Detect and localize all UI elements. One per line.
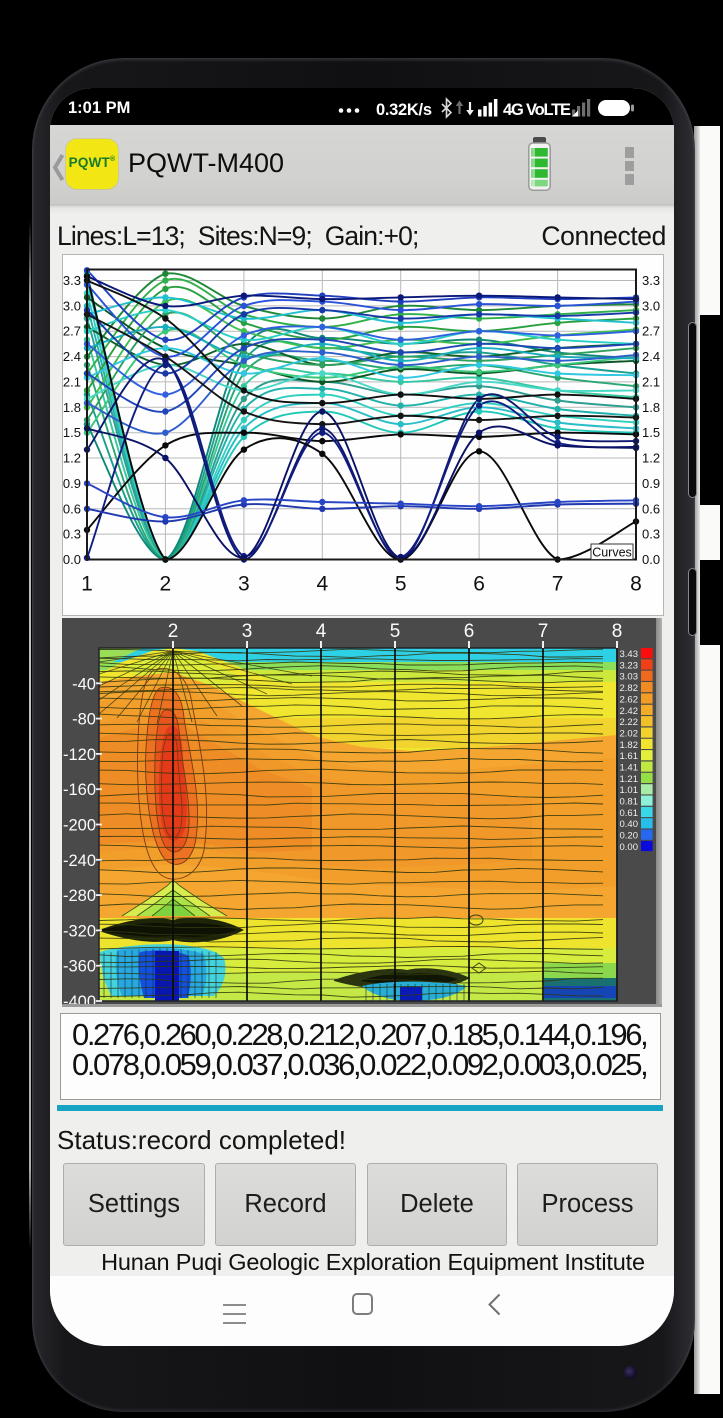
- svg-text:1.2: 1.2: [642, 451, 660, 466]
- svg-text:1: 1: [81, 573, 93, 596]
- svg-text:0.00: 0.00: [620, 842, 639, 853]
- svg-text:1.21: 1.21: [620, 774, 639, 785]
- svg-text:0.9: 0.9: [642, 476, 660, 491]
- svg-text:2.42: 2.42: [620, 706, 639, 717]
- svg-text:0.61: 0.61: [620, 808, 639, 819]
- svg-text:2: 2: [168, 621, 179, 642]
- svg-text:1.8: 1.8: [642, 400, 660, 415]
- svg-text:0.6: 0.6: [63, 501, 81, 516]
- svg-text:3.3: 3.3: [63, 273, 81, 288]
- svg-text:-400: -400: [63, 993, 96, 1004]
- svg-text:0.0: 0.0: [63, 552, 81, 567]
- svg-text:2.4: 2.4: [642, 349, 660, 364]
- svg-text:1.82: 1.82: [620, 740, 639, 751]
- svg-text:1.61: 1.61: [620, 751, 639, 762]
- svg-text:0.3: 0.3: [63, 527, 81, 542]
- svg-text:3.0: 3.0: [63, 298, 81, 313]
- svg-text:3.03: 3.03: [620, 672, 639, 683]
- svg-text:-200: -200: [63, 817, 96, 835]
- svg-text:0.3: 0.3: [642, 527, 660, 542]
- svg-text:-160: -160: [63, 781, 96, 799]
- svg-text:1.2: 1.2: [63, 451, 81, 466]
- svg-text:4: 4: [316, 621, 327, 642]
- svg-text:2.1: 2.1: [642, 374, 660, 389]
- svg-text:3.3: 3.3: [642, 273, 660, 288]
- svg-text:3.43: 3.43: [620, 649, 639, 660]
- svg-text:-120: -120: [63, 746, 96, 764]
- svg-text:0.20: 0.20: [620, 831, 639, 842]
- svg-text:-240: -240: [63, 852, 96, 870]
- svg-text:5: 5: [395, 573, 407, 596]
- svg-text:4: 4: [316, 573, 328, 596]
- svg-text:8: 8: [630, 573, 642, 596]
- svg-text:2.4: 2.4: [63, 349, 81, 364]
- svg-text:3.23: 3.23: [620, 660, 639, 671]
- svg-text:3: 3: [242, 621, 253, 642]
- svg-text:8: 8: [612, 621, 623, 642]
- svg-text:-280: -280: [63, 887, 96, 905]
- svg-text:7: 7: [552, 573, 564, 596]
- svg-text:2.1: 2.1: [63, 374, 81, 389]
- svg-text:0.40: 0.40: [620, 819, 639, 830]
- svg-text:1.41: 1.41: [620, 763, 639, 774]
- svg-text:-40: -40: [72, 675, 96, 693]
- svg-text:0.81: 0.81: [620, 797, 639, 808]
- svg-text:0.32K/s: 0.32K/s: [376, 101, 432, 119]
- svg-text:3: 3: [238, 573, 250, 596]
- svg-text:2.7: 2.7: [63, 324, 81, 339]
- svg-text:-360: -360: [63, 958, 96, 976]
- svg-text:2.22: 2.22: [620, 717, 639, 728]
- svg-text:5: 5: [390, 621, 401, 642]
- svg-text:2.02: 2.02: [620, 729, 639, 740]
- svg-text:-80: -80: [72, 711, 96, 729]
- svg-text:6: 6: [473, 573, 485, 596]
- svg-text:1.8: 1.8: [63, 400, 81, 415]
- svg-text:0.9: 0.9: [63, 476, 81, 491]
- svg-text:3.0: 3.0: [642, 298, 660, 313]
- svg-text:1.5: 1.5: [642, 425, 660, 440]
- svg-text:2.62: 2.62: [620, 694, 639, 705]
- svg-text:0.6: 0.6: [642, 501, 660, 516]
- svg-text:1.5: 1.5: [63, 425, 81, 440]
- svg-text:4G VoLTE: 4G VoLTE: [503, 101, 571, 119]
- svg-text:2.82: 2.82: [620, 683, 639, 694]
- svg-text:1.01: 1.01: [620, 785, 639, 796]
- svg-text:0.0: 0.0: [642, 552, 660, 567]
- svg-text:7: 7: [538, 621, 549, 642]
- svg-text:Curves: Curves: [592, 546, 632, 560]
- svg-text:6: 6: [464, 621, 475, 642]
- svg-text:-320: -320: [63, 922, 96, 940]
- svg-text:2.7: 2.7: [642, 324, 660, 339]
- svg-text:2: 2: [160, 573, 172, 596]
